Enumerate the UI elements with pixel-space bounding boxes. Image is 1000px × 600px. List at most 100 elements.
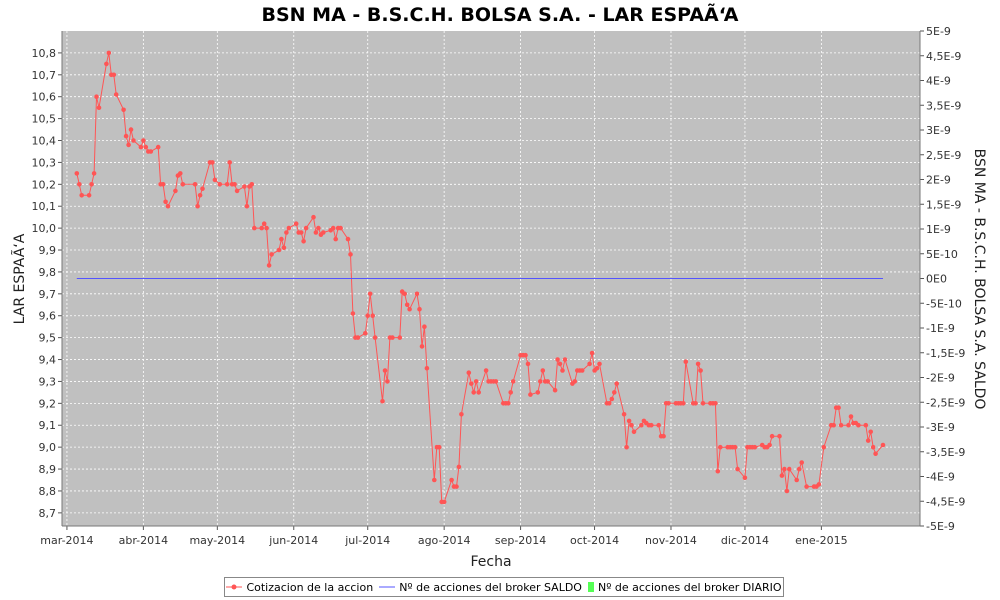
data-point [200,186,205,191]
data-point [244,203,250,209]
data-point [782,466,787,472]
data-point [77,182,82,187]
y2-tick-label: 2E-9 [926,174,951,187]
y2-tick-label: 3,5E-9 [926,99,961,112]
y2-tick-label: 3E-9 [926,124,951,137]
x-tick-label: abr-2014 [119,534,169,547]
y-axis-label: LAR ESPAÃ‘A [11,233,28,324]
data-point [89,182,94,187]
y2-tick-label: -1,5E-9 [926,347,965,360]
data-point [777,433,782,439]
data-point [880,442,886,448]
data-point [779,473,785,478]
data-point [321,230,326,235]
data-point [868,429,873,435]
data-point [313,230,319,235]
legend-item-diario: Nº de acciones del broker DIARIO [587,581,782,594]
data-point [372,335,378,340]
data-point [345,236,351,242]
data-point [454,484,459,489]
data-point [242,184,247,189]
data-point [363,331,368,336]
data-point [293,221,299,226]
data-point [330,225,336,231]
data-point [848,414,854,419]
data-point [419,344,425,349]
data-point [301,239,306,244]
data-point [106,50,112,56]
legend-line-icon [379,586,396,588]
data-point [863,422,869,428]
data-point [382,368,388,373]
data-point [666,401,671,406]
data-point [510,379,516,384]
y-tick-label: 8,9 [39,463,57,476]
x-tick-label: ago-2014 [418,534,471,547]
data-point [715,468,721,474]
data-point [528,392,533,397]
legend: Cotizacion de la accion Nº de acciones d… [224,577,784,597]
y-tick-label: 10,2 [32,178,57,191]
data-point [555,357,560,362]
data-point [612,390,617,395]
data-point [493,379,499,384]
data-point [417,306,422,312]
data-point [338,225,343,231]
data-point [165,203,171,209]
data-point [683,359,689,365]
data-point [441,499,447,505]
data-point [104,61,109,67]
data-point [303,225,309,231]
data-point [865,438,871,443]
y2-tick-label: 5E-10 [926,248,958,261]
y2-tick-label: -1E-9 [926,322,955,335]
data-point [397,335,403,340]
data-point [589,350,595,356]
data-point [422,324,427,330]
data-point [639,422,644,428]
y-tick-label: 10,7 [32,69,57,82]
data-point [838,422,844,428]
data-point [79,193,84,198]
data-point [370,313,376,319]
y-tick-label: 9,0 [39,441,57,454]
chart-title: BSN MA - B.S.C.H. BOLSA S.A. - LAR ESPAÃ… [261,4,739,26]
y2-tick-label: -3E-9 [926,421,955,434]
data-point [695,361,701,367]
data-point [348,252,353,257]
y-tick-label: 10,8 [32,47,57,60]
data-point [836,405,841,411]
data-point [74,171,80,176]
y-tick-label: 10,3 [32,156,57,169]
data-point [266,263,272,268]
y2-tick-label: 1E-9 [926,223,951,236]
data-point [227,160,232,165]
y2-tick-label: -5E-10 [926,297,962,310]
data-point [579,368,585,373]
data-point [476,390,482,395]
y-tick-label: 10,5 [32,113,57,126]
data-point [483,368,489,373]
data-point [380,398,385,404]
legend-line-dot-icon [226,584,243,590]
data-point [769,433,775,439]
data-point [767,442,772,448]
data-point [217,182,223,187]
data-point [286,225,292,231]
y-tick-label: 10,0 [32,222,57,235]
axes: mar-2014 abr-2014 may-2014 jun-2014 jul-2014… [32,25,966,547]
data-point [456,464,462,470]
y2-tick-label: -4,5E-9 [926,495,965,508]
data-point [121,107,126,113]
data-point [261,221,267,226]
data-point [210,160,215,165]
data-point [385,379,390,384]
y2-tick-label: -5E-9 [926,520,955,533]
data-point [649,422,654,428]
data-point [466,370,472,376]
data-point [195,203,200,209]
data-point [350,311,356,316]
data-point [799,460,804,465]
data-point [259,225,265,231]
data-point [316,225,321,231]
